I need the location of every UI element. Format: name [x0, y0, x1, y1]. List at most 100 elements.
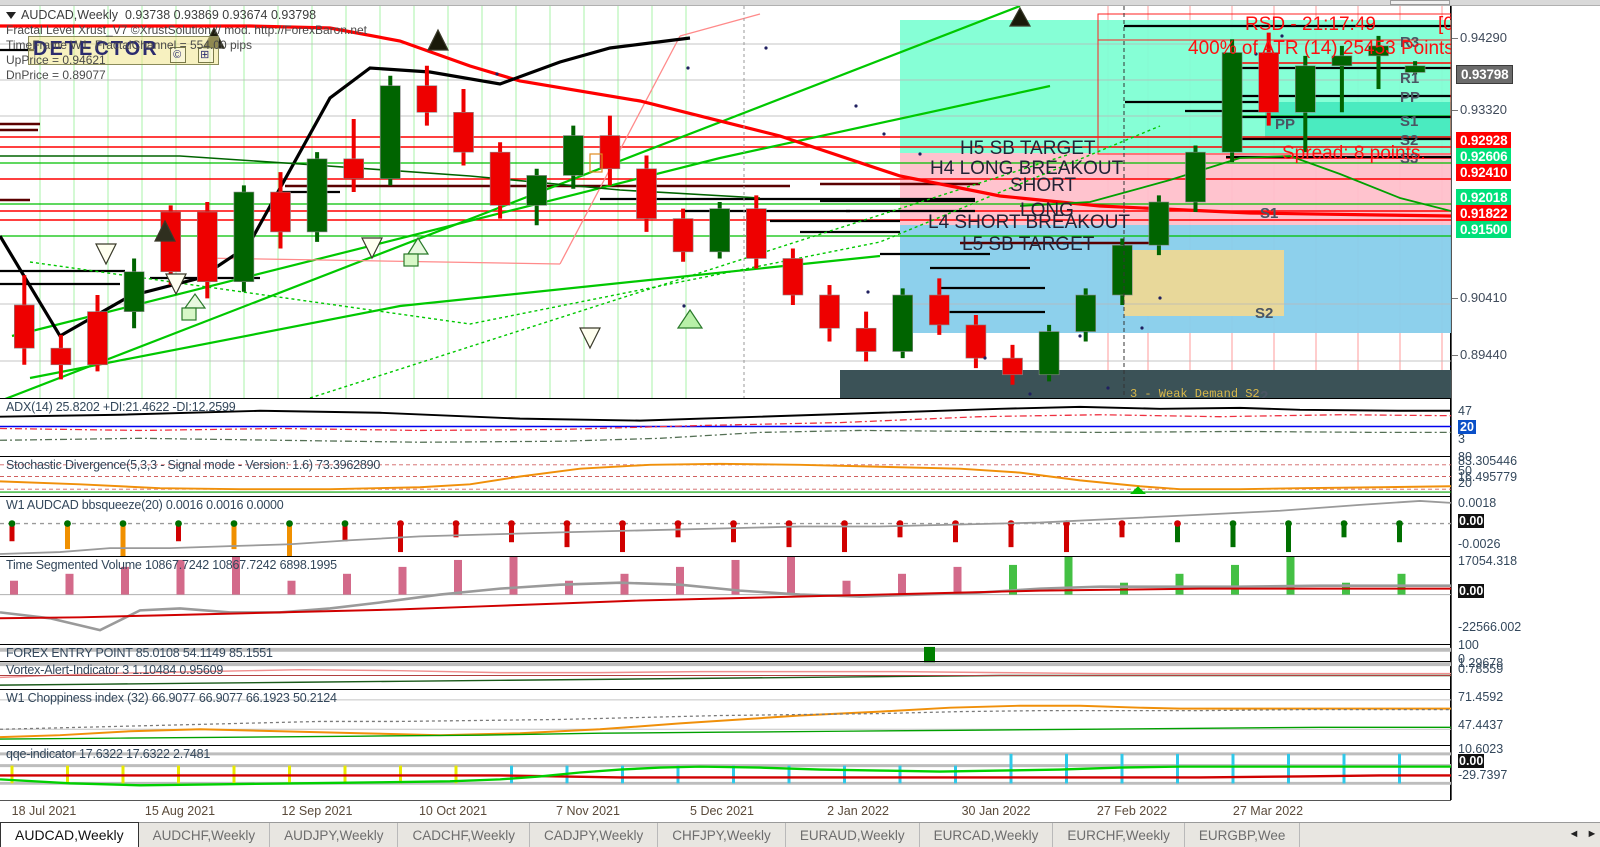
indicator-scale-label: 83.305446: [1458, 454, 1518, 468]
symbol-tab-bar[interactable]: AUDCAD,Weekly AUDCHF,Weekly AUDJPY,Weekly C…: [0, 822, 1600, 847]
indicator-timeframe-line: TimeFrame W1. FractalChannel = 554.00 pi…: [6, 38, 252, 52]
tab-cadchf[interactable]: CADCHF,Weekly: [398, 823, 530, 847]
level-annotation: H5 SB TARGET: [960, 138, 1096, 159]
price-tick-label: 0.89440: [1460, 347, 1507, 362]
level-annotation: SHORT: [1010, 175, 1077, 196]
demand-zone-note: 3 - Weak Demand S2: [1130, 387, 1260, 398]
chart-header: AUDCAD,Weekly 0.93738 0.93869 0.93674 0.…: [6, 8, 367, 83]
pane-adx-title: ADX(14) 25.8202 +DI:21.4622 -DI:12.2599: [6, 400, 236, 414]
x-axis-label: 10 Oct 2021: [418, 804, 488, 818]
x-axis-label: 27 Mar 2022: [1232, 804, 1304, 818]
pane-tsv-title: Time Segmented Volume 10867.7242 10867.7…: [6, 558, 337, 572]
tab-eurcad[interactable]: EURCAD,Weekly: [919, 823, 1054, 847]
tab-audjpy[interactable]: AUDJPY,Weekly: [270, 823, 399, 847]
tab-euraud[interactable]: EURAUD,Weekly: [785, 823, 920, 847]
pane-stochastic[interactable]: Stochastic Divergence(5,3,3 - Signal mod…: [0, 456, 1451, 496]
tab-eurgbp[interactable]: EURGBP,Wee: [1184, 823, 1301, 847]
price-tick-mark: [1452, 298, 1458, 299]
detector-watermark: DETECTOR © ⊞: [28, 36, 219, 65]
pivot-label-pp: PP: [1400, 89, 1421, 106]
pane-main-price[interactable]: AUDCAD,Weekly 0.93738 0.93869 0.93674 0.…: [0, 6, 1451, 398]
level-annotation: LONG: [1020, 200, 1074, 221]
tab-nav[interactable]: ◄ ►: [1568, 826, 1598, 842]
indicator-scale-label: -22566.002: [1458, 620, 1522, 634]
pivot-label-s2: S2: [1255, 305, 1274, 322]
tab-scroll-left-icon[interactable]: ◄: [1568, 828, 1580, 840]
pivot-label-s2: S2: [1250, 388, 1269, 398]
x-axis-label: 18 Jul 2021: [11, 804, 77, 818]
indicator-scale-label: 17054.318: [1458, 554, 1518, 568]
price-tick-label: 0.93320: [1460, 102, 1507, 117]
tab-eurchf[interactable]: EURCHF,Weekly: [1053, 823, 1185, 847]
chart-frame[interactable]: AUDCAD,Weekly 0.93738 0.93869 0.93674 0.…: [0, 0, 1451, 822]
indicator-scale-label: 20: [1458, 420, 1476, 434]
level-annotation: H4 LONG BREAKOUT: [930, 158, 1124, 179]
pane-bbsqueeze-title: W1 AUDCAD bbsqueeze(20) 0.0016 0.0016 0.…: [6, 498, 284, 512]
indicator-scale-label: 1.29678: [1458, 656, 1504, 670]
chart-symbol-line: AUDCAD,Weekly 0.93738 0.93869 0.93674 0.…: [6, 8, 367, 23]
window-top-strip: [0, 0, 1600, 6]
indicator-scale-label: 0.0018: [1458, 496, 1497, 510]
price-tick-mark: [1452, 110, 1458, 111]
tab-cadjpy[interactable]: CADJPY,Weekly: [529, 823, 659, 847]
pane-qqe[interactable]: qqe-indicator 17.6322 17.6322 2.7481: [0, 745, 1451, 800]
pivot-label-r3: R3: [1400, 34, 1420, 51]
pane-vortex-title: Vortex-Alert-Indicator 3 1.10484 0.95609: [6, 663, 224, 677]
indicator-scale-label: 80: [1458, 450, 1472, 464]
indicator-scale-label: 3: [1458, 432, 1465, 446]
price-tick-label: 0.94290: [1460, 30, 1507, 45]
indicator-scale-label: 71.4592: [1458, 690, 1504, 704]
pane-choppiness[interactable]: W1 Choppiness index (32) 66.9077 66.9077…: [0, 689, 1451, 745]
level-annotation: L4 SHORT BREAKOUT: [928, 212, 1131, 233]
price-tick-mark: [1452, 38, 1458, 39]
pane-tsv[interactable]: Time Segmented Volume 10867.7242 10867.7…: [0, 556, 1451, 644]
indicator-scale-label: 100: [1458, 638, 1479, 652]
x-axis-label: 7 Nov 2021: [556, 804, 620, 818]
collapse-triangle-icon[interactable]: [6, 12, 16, 20]
tab-audchf[interactable]: AUDCHF,Weekly: [138, 823, 271, 847]
indicator-scale-label: 50: [1458, 464, 1472, 478]
indicator-scale-label: 0.78559: [1458, 662, 1504, 676]
tab-audcad[interactable]: AUDCAD,Weekly: [0, 822, 139, 847]
indicator-dnprice-line: DnPrice = 0.89077: [6, 68, 106, 82]
pane-choppiness-title: W1 Choppiness index (32) 66.9077 66.9077…: [6, 691, 337, 705]
price-level-badge: 0.92018: [1456, 189, 1512, 206]
pane-bbsqueeze[interactable]: W1 AUDCAD bbsqueeze(20) 0.0016 0.0016 0.…: [0, 496, 1451, 556]
tab-chfjpy[interactable]: CHFJPY,Weekly: [658, 823, 786, 847]
x-axis-label: 12 Sep 2021: [281, 804, 353, 818]
price-level-badge: 0.91500: [1456, 221, 1512, 238]
x-axis-label: 5 Dec 2021: [690, 804, 754, 818]
indicator-scale-label: 16.495779: [1458, 470, 1518, 484]
pivot-label-pp: PP: [1275, 116, 1296, 133]
level-annotation: L5 SB TARGET: [962, 234, 1095, 255]
pane-qqe-title: qqe-indicator 17.6322 17.6322 2.7481: [6, 747, 211, 761]
indicator-scale-label: 47: [1458, 404, 1472, 418]
grid-icon: ⊞: [197, 47, 214, 63]
pivot-label-s1: S1: [1400, 113, 1419, 130]
pane-forex-entry-point[interactable]: FOREX ENTRY POINT 85.0108 54.1149 85.155…: [0, 644, 1451, 668]
indicator-upprice-line: UpPrice = 0.94621: [6, 53, 106, 67]
spread-annotation: Spread: 8 points.: [1282, 143, 1426, 164]
rsd-annotation: RSD - 21:17:49: [1245, 14, 1376, 35]
pivot-label-r1: R1: [1400, 70, 1420, 87]
price-scale[interactable]: 0.94290 0.93320 0.90410 0.89440 0.93798 0.92…: [1451, 0, 1600, 800]
indicator-scale-label: 0.00: [1458, 754, 1485, 768]
indicator-scale-label: -0.0026: [1458, 537, 1501, 551]
indicator-scale-label: 0.00: [1458, 514, 1485, 528]
pane-adx[interactable]: ADX(14) 25.8202 +DI:21.4622 -DI:12.2599: [0, 398, 1451, 456]
x-axis-label: 30 Jan 2022: [961, 804, 1031, 818]
price-level-badge: 0.92928: [1456, 132, 1512, 149]
indicator-scale-label: 0: [1458, 652, 1465, 666]
toolbar-field[interactable]: [1390, 0, 1450, 5]
pane-vortex[interactable]: Vortex-Alert-Indicator 3 1.10484 0.95609: [0, 661, 1451, 689]
pivot-label-s1: S1: [1260, 205, 1279, 222]
indicator-scale-label: 0.00: [1458, 584, 1485, 598]
detector-label: DETECTOR: [33, 38, 159, 60]
pivot-label-s3: S3: [1400, 150, 1419, 167]
price-tick-mark: [1452, 355, 1458, 356]
toolbar-divider: [1290, 0, 1300, 5]
x-axis-label: 27 Feb 2022: [1096, 804, 1168, 818]
tab-list[interactable]: AUDCAD,Weekly AUDCHF,Weekly AUDJPY,Weekly C…: [0, 822, 1301, 847]
tab-scroll-right-icon[interactable]: ►: [1586, 828, 1598, 840]
